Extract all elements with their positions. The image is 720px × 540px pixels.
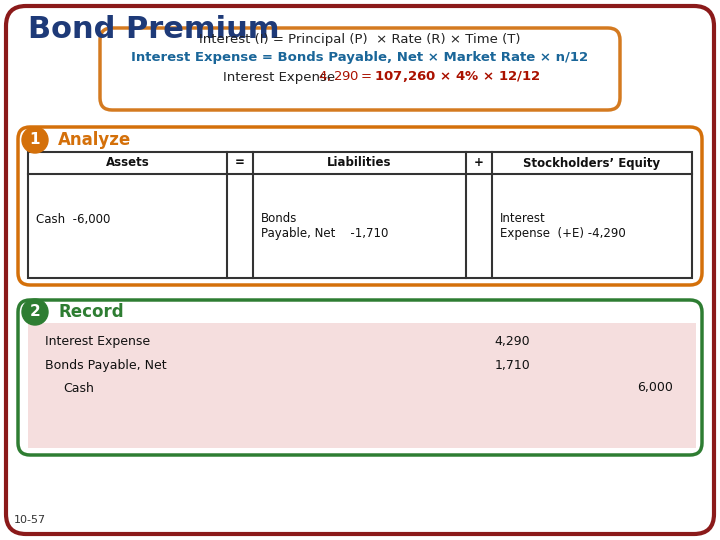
Text: Interest Expense: Interest Expense — [222, 71, 339, 84]
Text: Cash  -6,000: Cash -6,000 — [36, 213, 110, 226]
Text: Cash: Cash — [63, 381, 94, 395]
Text: Expense  (+E) -4,290: Expense (+E) -4,290 — [500, 227, 626, 240]
Text: Assets: Assets — [106, 157, 149, 170]
Bar — [28, 323, 696, 448]
FancyBboxPatch shape — [18, 300, 702, 455]
Text: +: + — [474, 157, 484, 170]
FancyBboxPatch shape — [100, 28, 620, 110]
Text: 2: 2 — [30, 305, 40, 320]
Text: Bond Premium: Bond Premium — [28, 16, 279, 44]
Text: Interest Expense: Interest Expense — [45, 335, 150, 348]
Bar — [28, 152, 692, 278]
Text: Interest Expense = Bonds Payable, Net × Market Rate × n/12: Interest Expense = Bonds Payable, Net × … — [132, 51, 588, 64]
Text: Liabilities: Liabilities — [328, 157, 392, 170]
Text: $4,290  =  $107,260 × 4% × 12/12: $4,290 = $107,260 × 4% × 12/12 — [318, 70, 541, 84]
FancyBboxPatch shape — [6, 6, 714, 534]
Text: Bonds Payable, Net: Bonds Payable, Net — [45, 359, 166, 372]
FancyBboxPatch shape — [18, 127, 702, 285]
Text: Interest: Interest — [500, 213, 546, 226]
Text: 6,000: 6,000 — [637, 381, 673, 395]
Text: Interest (I) = Principal (P)  × Rate (R) × Time (T): Interest (I) = Principal (P) × Rate (R) … — [199, 33, 521, 46]
Text: 10-57: 10-57 — [14, 515, 46, 525]
Text: 1: 1 — [30, 132, 40, 147]
Text: 1,710: 1,710 — [494, 359, 530, 372]
Text: Record: Record — [58, 303, 124, 321]
Text: Analyze: Analyze — [58, 131, 131, 149]
Circle shape — [22, 127, 48, 153]
Text: Stockholders’ Equity: Stockholders’ Equity — [523, 157, 660, 170]
Text: Bonds: Bonds — [261, 213, 297, 226]
Circle shape — [22, 299, 48, 325]
Text: 4,290: 4,290 — [495, 335, 530, 348]
Text: Payable, Net    -1,710: Payable, Net -1,710 — [261, 227, 388, 240]
Text: =: = — [235, 157, 245, 170]
